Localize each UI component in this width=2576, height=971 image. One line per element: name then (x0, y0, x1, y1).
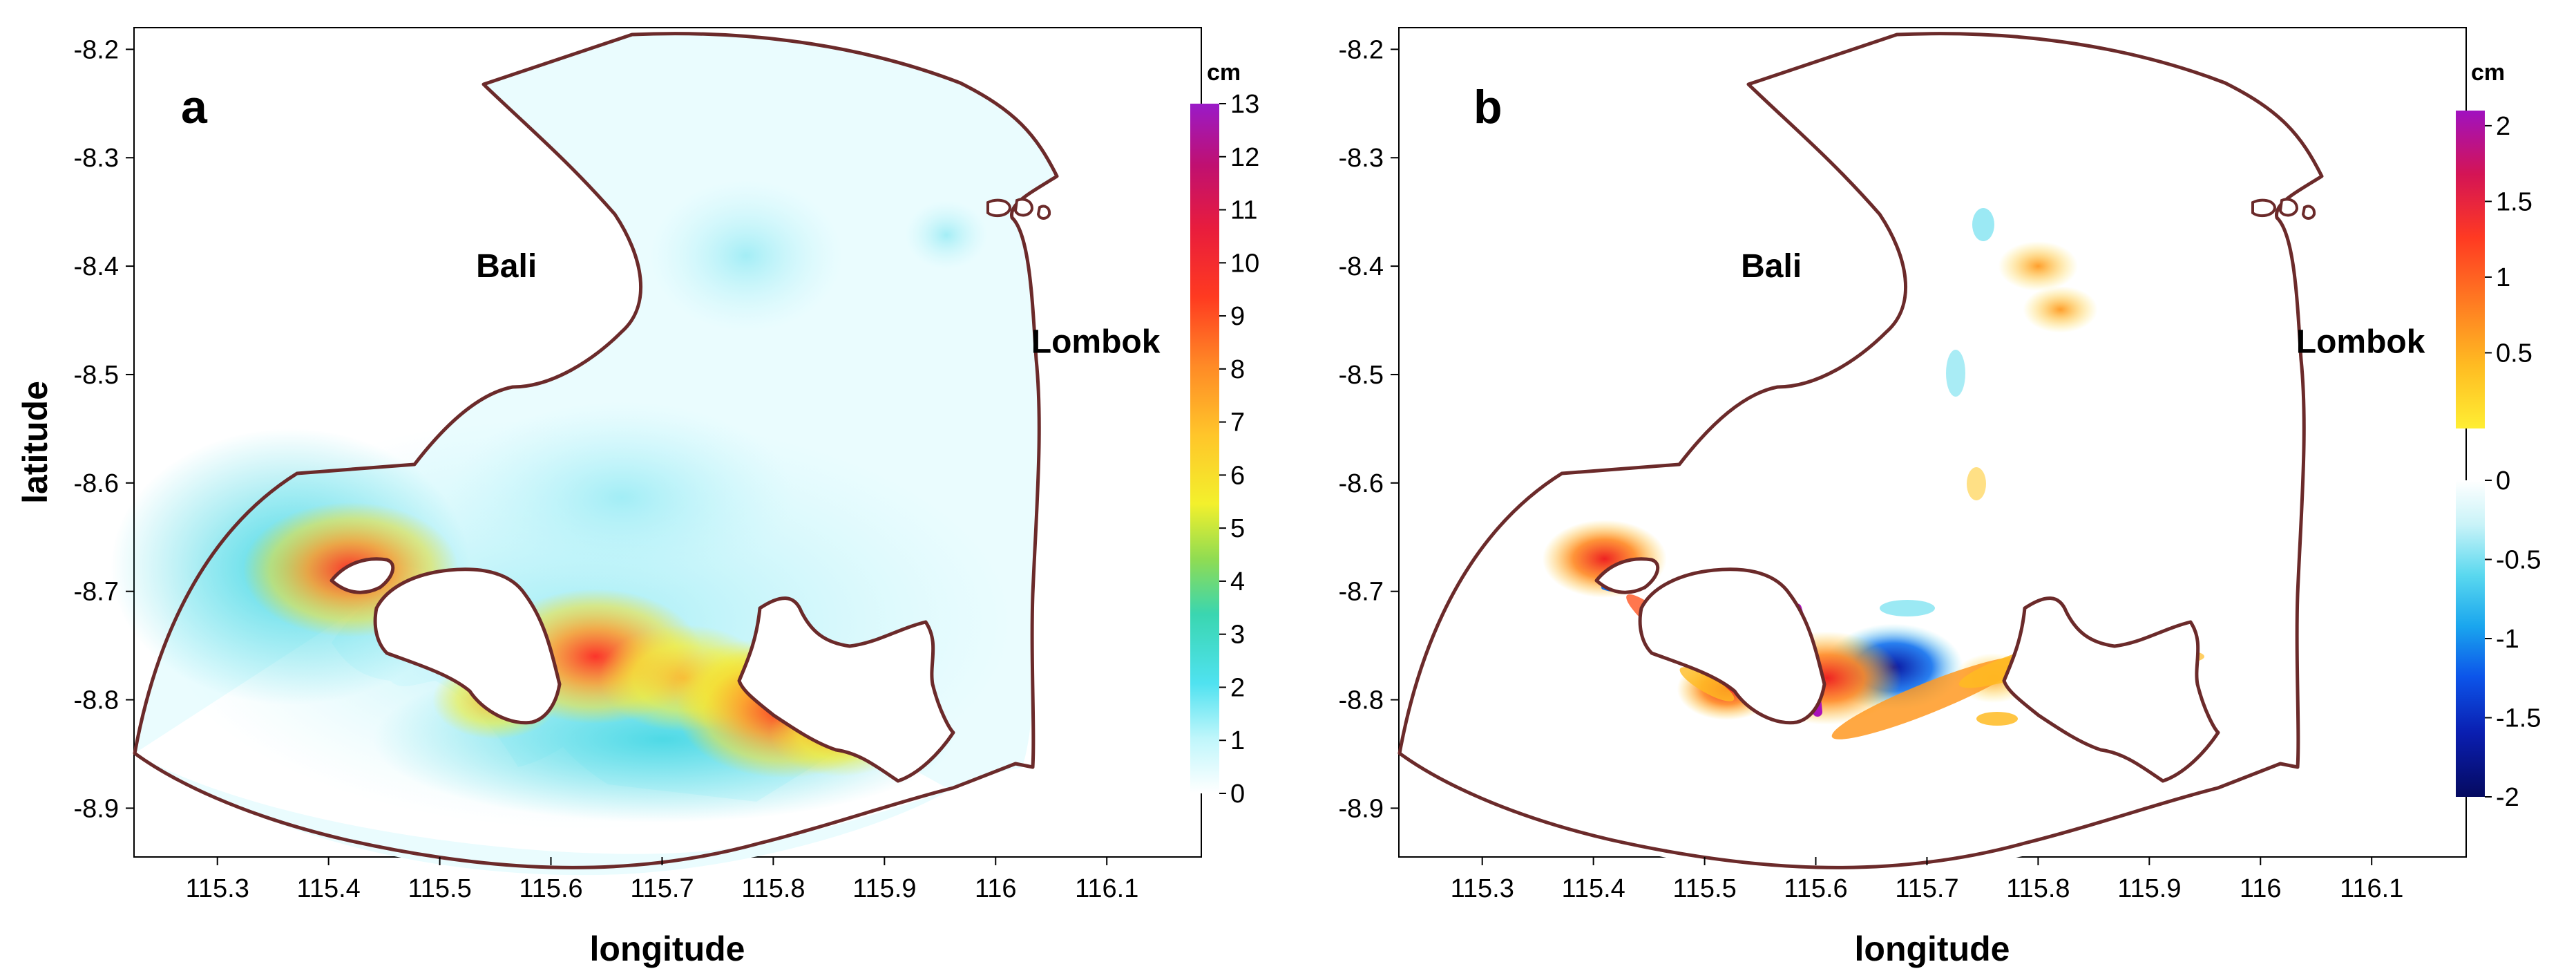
panel-a: 115.3 115.4 115.5 115.6 115.7 115.8 115.9 116 11… (16, 27, 1259, 968)
y-tick-label: -8.3 (74, 144, 119, 173)
x-tick-label: 116.1 (1075, 874, 1138, 903)
hotspot (1998, 241, 2078, 292)
y-tick-label: -8.3 (1339, 144, 1384, 173)
y-ticks-a: -8.2 -8.3 -8.4 -8.5 -8.6 -8.7 -8.8 -8.9 (74, 35, 134, 823)
colorbar-tick-label: 0 (1230, 780, 1245, 809)
colorbar-tick-label: 1 (1230, 726, 1245, 755)
region-label-bali: Bali (476, 248, 537, 285)
colorbar-tick-label: 2 (1230, 673, 1245, 702)
panel-letter: a (181, 81, 208, 133)
y-tick-label: -8.4 (74, 252, 119, 281)
x-axis-title: longitude (1855, 930, 2010, 968)
colorbar-tick-label: -1.5 (2496, 704, 2541, 733)
colorbar-scale (1190, 104, 1219, 793)
x-tick-label: 115.6 (519, 874, 582, 903)
y-axis-title: latitude (16, 381, 55, 504)
y-ticks-b: -8.2 -8.3 -8.4 -8.5 -8.6 -8.7 -8.8 -8.9 (1339, 35, 1399, 823)
x-tick-label: 115.8 (2006, 874, 2070, 903)
x-tick-label: 115.5 (1672, 874, 1736, 903)
y-tick-label: -8.8 (74, 686, 119, 715)
y-tick-label: -8.8 (1339, 686, 1384, 715)
colorbar-tick-label: 1.5 (2496, 187, 2532, 216)
colorbar-unit: cm (2471, 59, 2505, 86)
streak (1679, 667, 1735, 701)
y-tick-label: -8.6 (74, 469, 119, 498)
x-tick-label: 115.5 (408, 874, 471, 903)
x-tick-label: 115.4 (297, 874, 361, 903)
x-axis-title: longitude (590, 930, 745, 968)
colorbar-tick-label: 10 (1230, 249, 1259, 278)
y-tick-label: -8.7 (74, 578, 119, 607)
region-label-bali: Bali (1741, 248, 1802, 285)
x-ticks-b: 115.3 115.4 115.5 115.6 115.7 115.8 115.9 116 11… (1451, 857, 2403, 903)
y-tick-label: -8.2 (1339, 35, 1384, 64)
y-tick-label: -8.5 (1339, 361, 1384, 390)
x-tick-label: 115.9 (2117, 874, 2181, 903)
colorbar-tick-label: 11 (1230, 196, 1257, 225)
x-tick-label: 116 (975, 874, 1017, 903)
colorbar-tick-label: -2 (2496, 783, 2519, 812)
x-tick-label: 115.9 (852, 874, 916, 903)
y-tick-label: -8.6 (1339, 469, 1384, 498)
x-tick-label: 115.3 (1451, 874, 1514, 903)
colorbar-tick-label: 8 (1230, 355, 1245, 384)
colorbar-ticks-b: 2 1.5 1 0.5 0 -0.5 -1 -1.5 -2 (2485, 112, 2541, 812)
colorbar-tick-label: -1 (2496, 625, 2519, 654)
x-tick-label: 115.7 (1895, 874, 1958, 903)
x-tick-label: 115.4 (1562, 874, 1625, 903)
field-blob (905, 200, 988, 270)
streak (1976, 712, 2018, 726)
field-blob (449, 401, 794, 594)
colorbar-unit: cm (1207, 59, 1241, 86)
y-tick-label: -8.9 (1339, 794, 1384, 823)
panel-b: 115.3 115.4 115.5 115.6 115.7 115.8 115.9 116 11… (1339, 27, 2541, 968)
colorbar-tick-label: 3 (1230, 621, 1245, 650)
colorbar-tick-label: 0.5 (2496, 339, 2532, 368)
streak (1972, 208, 1994, 241)
colorbar-tick-label: 12 (1230, 143, 1259, 172)
colorbar-tick-label: 1 (2496, 263, 2510, 292)
region-label-lombok: Lombok (2296, 324, 2425, 361)
x-tick-label: 116.1 (2340, 874, 2403, 903)
streak (1946, 350, 1965, 397)
colorbar-tick-label: 6 (1230, 461, 1245, 490)
colorbar-tick-label: -0.5 (2496, 546, 2541, 575)
x-tick-label: 116 (2240, 874, 2282, 903)
y-tick-label: -8.9 (74, 794, 119, 823)
x-tick-label: 115.7 (630, 874, 694, 903)
streak (1880, 600, 1935, 616)
colorbar-tick-label: 4 (1230, 567, 1245, 596)
hotspot (2023, 286, 2098, 333)
colorbar-b: cm 2 1.5 1 0.5 0 -0.5 -1 -1.5 -2 (2456, 59, 2541, 812)
colorbar-positive-scale (2456, 111, 2485, 428)
x-tick-label: 115.3 (186, 874, 249, 903)
colorbar-tick-label: 0 (2496, 466, 2510, 496)
colorbar-tick-label: 5 (1230, 514, 1245, 543)
y-tick-label: -8.7 (1339, 578, 1384, 607)
field-blob (649, 180, 843, 332)
streak (1967, 467, 1986, 500)
y-tick-label: -8.4 (1339, 252, 1384, 281)
x-tick-label: 115.8 (741, 874, 805, 903)
colorbar-tick-label: 7 (1230, 408, 1245, 437)
region-label-lombok: Lombok (1031, 324, 1161, 361)
colorbar-tick-label: 13 (1230, 90, 1259, 119)
colorbar-negative-scale (2456, 480, 2485, 797)
y-tick-label: -8.5 (74, 361, 119, 390)
x-tick-label: 115.6 (1784, 874, 1847, 903)
y-tick-label: -8.2 (74, 35, 119, 64)
colorbar-tick-label: 2 (2496, 112, 2510, 141)
x-ticks-a: 115.3 115.4 115.5 115.6 115.7 115.8 115.9 116 11… (186, 857, 1138, 903)
colorbar-tick-label: 9 (1230, 302, 1245, 331)
panel-letter: b (1473, 81, 1502, 133)
